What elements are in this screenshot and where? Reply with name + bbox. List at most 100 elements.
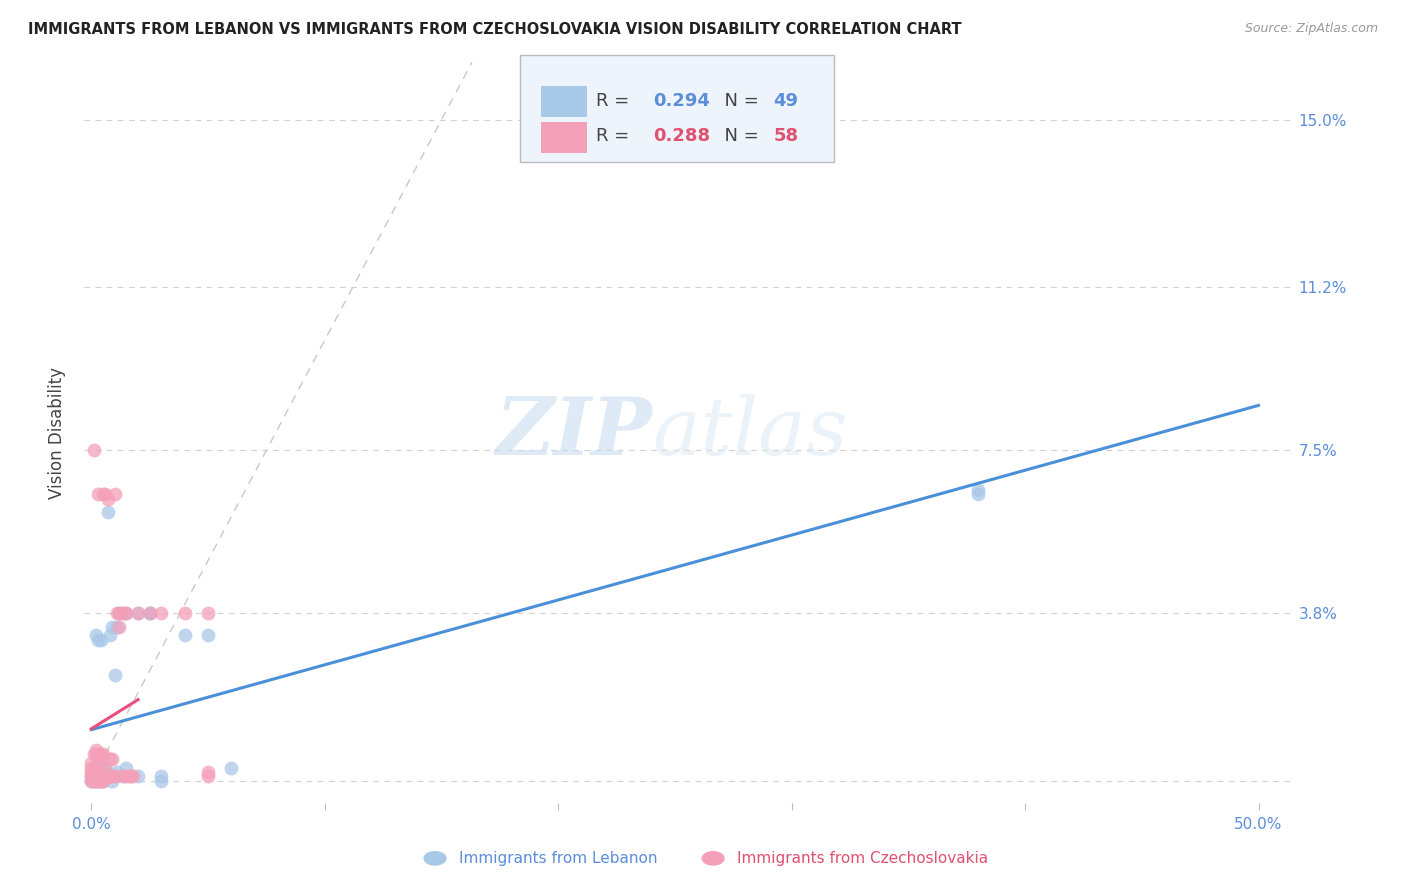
Point [83, 760, 105, 774]
Point [84, 628, 107, 642]
Point [91, 764, 114, 779]
Point [80, 769, 103, 783]
Point [173, 607, 195, 621]
Point [967, 483, 990, 497]
Point [105, 607, 128, 621]
Point [84, 760, 107, 774]
Text: R =: R = [596, 128, 636, 145]
Point [90, 747, 112, 762]
Point [91, 769, 114, 783]
Point [118, 769, 141, 783]
Point [84, 764, 107, 779]
Point [112, 769, 135, 783]
Point [84, 764, 107, 779]
Text: 58: 58 [773, 128, 799, 145]
Point [138, 607, 160, 621]
Point [83, 769, 105, 783]
Text: N =: N = [713, 92, 765, 110]
Point [91, 487, 114, 501]
Point [105, 764, 128, 779]
Point [91, 769, 114, 783]
Point [80, 756, 103, 771]
Text: 0.294: 0.294 [652, 92, 710, 110]
Point [115, 607, 138, 621]
Point [105, 619, 128, 633]
Point [80, 769, 103, 783]
Point [108, 607, 131, 621]
Point [94, 769, 117, 783]
Point [127, 607, 149, 621]
Point [173, 628, 195, 642]
Y-axis label: Vision Disability: Vision Disability [48, 367, 66, 499]
Bar [541, 121, 588, 153]
Point [90, 773, 112, 788]
Point [197, 607, 219, 621]
Point [98, 769, 121, 783]
Point [87, 747, 110, 762]
Text: Immigrants from Czechoslovakia: Immigrants from Czechoslovakia [737, 851, 988, 866]
Point [83, 443, 105, 458]
Text: Immigrants from Lebanon: Immigrants from Lebanon [460, 851, 658, 866]
Point [138, 607, 160, 621]
Point [84, 773, 107, 788]
Point [83, 773, 105, 788]
Circle shape [425, 852, 446, 865]
Point [101, 769, 124, 783]
Point [150, 769, 173, 783]
Point [115, 760, 138, 774]
Point [83, 764, 105, 779]
Point [150, 773, 173, 788]
Point [111, 607, 134, 621]
Point [104, 668, 127, 682]
Text: 49: 49 [773, 92, 799, 110]
Text: R =: R = [596, 92, 636, 110]
Point [87, 747, 110, 762]
Point [87, 487, 110, 501]
Point [91, 747, 114, 762]
Point [84, 769, 107, 783]
Point [84, 760, 107, 774]
Point [94, 760, 117, 774]
Point [84, 743, 107, 757]
Point [101, 773, 124, 788]
Point [101, 752, 124, 766]
Point [84, 747, 107, 762]
FancyBboxPatch shape [520, 55, 834, 162]
Point [127, 607, 149, 621]
Point [94, 764, 117, 779]
Point [84, 769, 107, 783]
Point [197, 628, 219, 642]
Point [80, 773, 103, 788]
Point [83, 747, 105, 762]
Point [197, 764, 219, 779]
Point [83, 773, 105, 788]
Point [87, 632, 110, 647]
Point [87, 773, 110, 788]
Point [104, 487, 127, 501]
Point [91, 773, 114, 788]
Point [87, 760, 110, 774]
Point [967, 487, 990, 501]
Point [97, 769, 120, 783]
Bar [541, 87, 588, 117]
Text: IMMIGRANTS FROM LEBANON VS IMMIGRANTS FROM CZECHOSLOVAKIA VISION DISABILITY CORR: IMMIGRANTS FROM LEBANON VS IMMIGRANTS FR… [28, 22, 962, 37]
Text: N =: N = [713, 128, 765, 145]
Point [90, 632, 112, 647]
Point [84, 773, 107, 788]
Point [83, 760, 105, 774]
Point [90, 773, 112, 788]
Point [87, 764, 110, 779]
Point [221, 760, 243, 774]
Point [115, 769, 138, 783]
Point [80, 760, 103, 774]
Point [115, 607, 138, 621]
Point [87, 756, 110, 771]
Point [197, 769, 219, 783]
Point [120, 769, 142, 783]
Point [91, 773, 114, 788]
Point [122, 769, 145, 783]
Point [111, 769, 134, 783]
Point [94, 760, 117, 774]
Point [87, 769, 110, 783]
Point [104, 769, 127, 783]
